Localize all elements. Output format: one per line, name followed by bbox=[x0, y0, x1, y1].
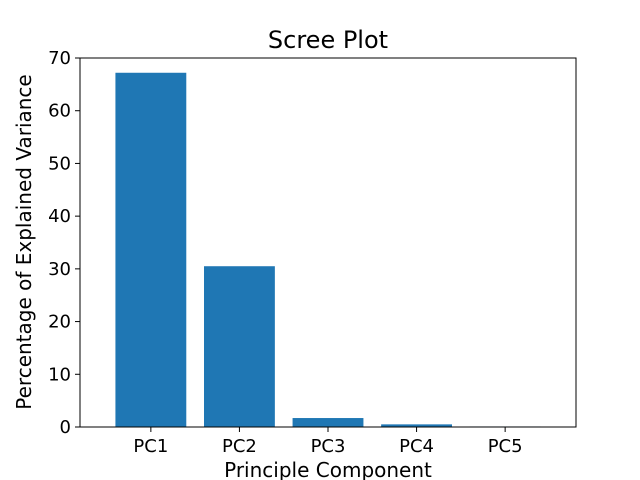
x-axis-label: Principle Component bbox=[224, 458, 432, 480]
y-tick-label-50: 50 bbox=[48, 153, 71, 174]
x-tick-label-pc2: PC2 bbox=[222, 436, 257, 457]
bar-pc2 bbox=[204, 266, 275, 427]
y-tick-label-70: 70 bbox=[48, 48, 71, 69]
y-tick-label-0: 0 bbox=[60, 417, 71, 438]
x-tick-label-pc4: PC4 bbox=[399, 436, 434, 457]
bar-pc3 bbox=[292, 418, 364, 427]
bars-group bbox=[115, 72, 541, 427]
y-tick-label-60: 60 bbox=[48, 101, 71, 122]
y-tick-label-10: 10 bbox=[48, 364, 71, 385]
y-tick-label-20: 20 bbox=[48, 312, 71, 333]
y-axis-label: Percentage of Explained Variance bbox=[12, 74, 36, 409]
x-tick-label-pc3: PC3 bbox=[311, 436, 346, 457]
bar-pc1 bbox=[115, 72, 187, 427]
plot-frame bbox=[79, 57, 577, 428]
y-tick-label-40: 40 bbox=[48, 206, 71, 227]
y-tick-label-30: 30 bbox=[48, 259, 71, 280]
x-axis: PC1 PC2 PC3 PC4 PC5 bbox=[133, 427, 523, 457]
y-axis: 0 10 20 30 40 50 60 70 bbox=[48, 48, 80, 438]
x-tick-label-pc5: PC5 bbox=[488, 436, 523, 457]
bar-pc4 bbox=[381, 424, 452, 427]
chart-title: Scree Plot bbox=[268, 26, 388, 54]
x-tick-label-pc1: PC1 bbox=[133, 436, 168, 457]
